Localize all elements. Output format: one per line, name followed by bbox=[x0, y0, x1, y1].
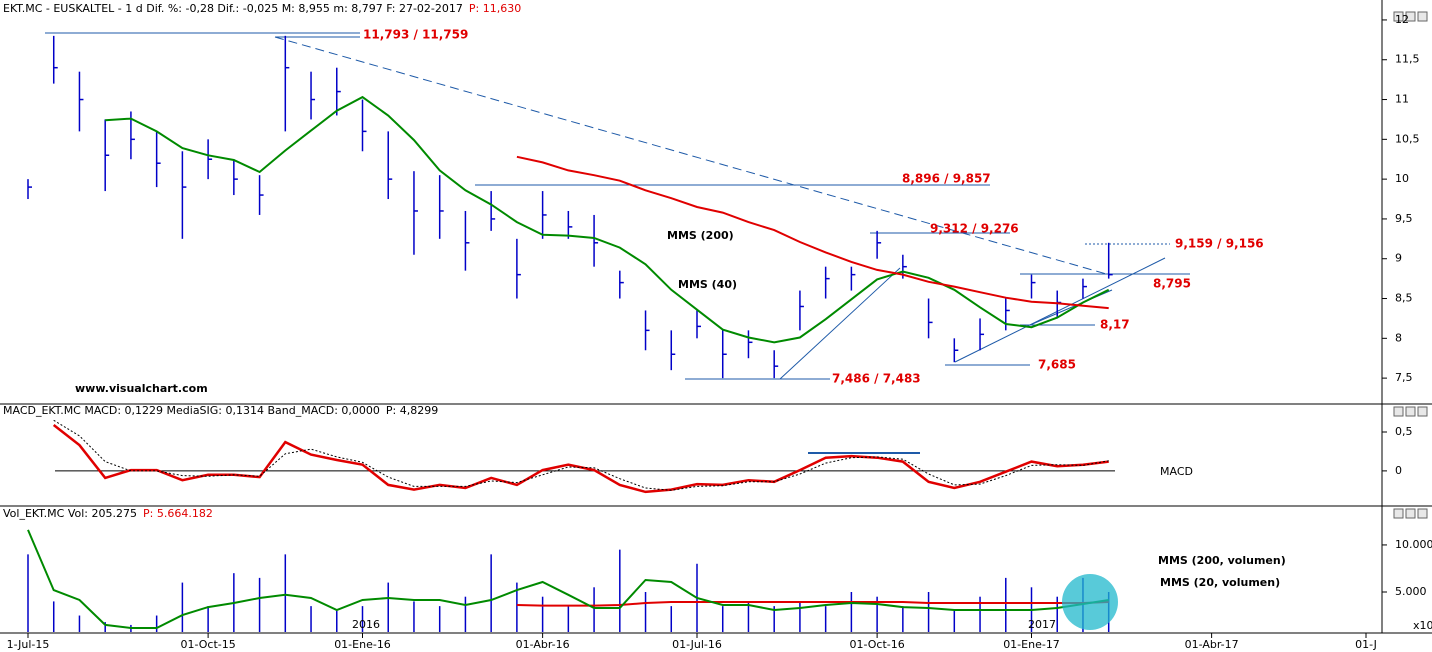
axis-unit: x100 bbox=[1413, 619, 1432, 632]
watermark: www.visualchart.com bbox=[75, 382, 208, 395]
series-label: MMS (40) bbox=[678, 278, 737, 291]
x-tick-label: 01-Ene-17 bbox=[1003, 638, 1060, 651]
y-tick-label: 0 bbox=[1395, 464, 1402, 477]
button[interactable] bbox=[1417, 11, 1428, 22]
y-tick-label: 12 bbox=[1395, 13, 1409, 26]
drawn-lines bbox=[45, 32, 1190, 454]
annotation: 11,793 / 11,759 bbox=[363, 28, 468, 42]
annotation: 9,159 / 9,156 bbox=[1175, 237, 1264, 251]
trend-line bbox=[274, 36, 1111, 276]
button[interactable] bbox=[1405, 508, 1416, 519]
series-line bbox=[53, 419, 1109, 491]
highlight-circle bbox=[1062, 574, 1118, 630]
x-tick-label: 1-Jul-15 bbox=[7, 638, 50, 651]
y-tick-label: 8 bbox=[1395, 331, 1402, 344]
y-tick-label: 9,5 bbox=[1395, 212, 1413, 225]
y-tick-label: 5.000 bbox=[1395, 585, 1427, 598]
indicator-label: MACD bbox=[1160, 465, 1193, 478]
header-text: MACD_EKT.MC MACD: 0,1229 MediaSIG: 0,131… bbox=[3, 404, 380, 417]
header-text: EKT.MC - EUSKALTEL - 1 d Dif. %: -0,28 D… bbox=[3, 2, 463, 15]
x-tick-label: 01-Ene-16 bbox=[334, 638, 391, 651]
y-tick-label: 11 bbox=[1395, 93, 1409, 106]
y-tick-label: 0,5 bbox=[1395, 425, 1413, 438]
header-text: Vol_EKT.MC Vol: 205.275 bbox=[3, 507, 137, 520]
panel-header: EKT.MC - EUSKALTEL - 1 d Dif. %: -0,28 D… bbox=[3, 2, 521, 15]
series-label: MMS (200) bbox=[667, 229, 734, 242]
annotation: 8,896 / 9,857 bbox=[902, 172, 991, 186]
annotation: 8,795 bbox=[1153, 277, 1191, 291]
x-tick-label: 01-Jul-16 bbox=[672, 638, 722, 651]
annotation: 7,685 bbox=[1038, 358, 1076, 372]
y-tick-label: 8,5 bbox=[1395, 292, 1413, 305]
annotation: 2016 bbox=[352, 618, 380, 631]
y-tick-label: 10,5 bbox=[1395, 132, 1420, 145]
button[interactable] bbox=[1393, 508, 1404, 519]
series-line bbox=[516, 155, 1109, 310]
trend-line bbox=[779, 267, 901, 380]
annotation: 9,312 / 9,276 bbox=[930, 222, 1019, 236]
panel-buttons bbox=[1393, 11, 1428, 519]
x-tick-label: 01-Oct-15 bbox=[180, 638, 235, 651]
panel-header: MACD_EKT.MC MACD: 0,1229 MediaSIG: 0,131… bbox=[3, 404, 438, 417]
header-value: P: 5.664.182 bbox=[143, 507, 213, 520]
button[interactable] bbox=[1417, 406, 1428, 417]
y-tick-label: 10.000 bbox=[1395, 538, 1432, 551]
y-tick-label: 11,5 bbox=[1395, 53, 1420, 66]
annotation: 7,486 / 7,483 bbox=[832, 372, 921, 386]
header-value: P: 11,630 bbox=[469, 2, 521, 15]
series-line bbox=[27, 529, 1109, 629]
y-tick-label: 10 bbox=[1395, 172, 1409, 185]
x-tick-label: 01-J bbox=[1355, 638, 1377, 651]
x-tick-label: 01-Abr-17 bbox=[1185, 638, 1239, 651]
annotation: 2017 bbox=[1028, 618, 1056, 631]
y-tick-label: 9 bbox=[1395, 252, 1402, 265]
button[interactable] bbox=[1393, 406, 1404, 417]
button[interactable] bbox=[1405, 406, 1416, 417]
series-label: MMS (200, volumen) bbox=[1158, 554, 1286, 567]
x-tick-label: 01-Abr-16 bbox=[516, 638, 570, 651]
series-line bbox=[516, 601, 1109, 607]
y-tick-label: 7,5 bbox=[1395, 371, 1413, 384]
button[interactable] bbox=[1393, 11, 1404, 22]
button[interactable] bbox=[1417, 508, 1428, 519]
button[interactable] bbox=[1405, 11, 1416, 22]
trend-line bbox=[954, 257, 1166, 363]
series-label: MMS (20, volumen) bbox=[1160, 576, 1280, 589]
panel-header: Vol_EKT.MC Vol: 205.275 P: 5.664.182 bbox=[3, 507, 213, 520]
header-value: P: 4,8299 bbox=[386, 404, 438, 417]
x-tick-label: 01-Oct-16 bbox=[849, 638, 904, 651]
annotation: 8,17 bbox=[1100, 318, 1130, 332]
